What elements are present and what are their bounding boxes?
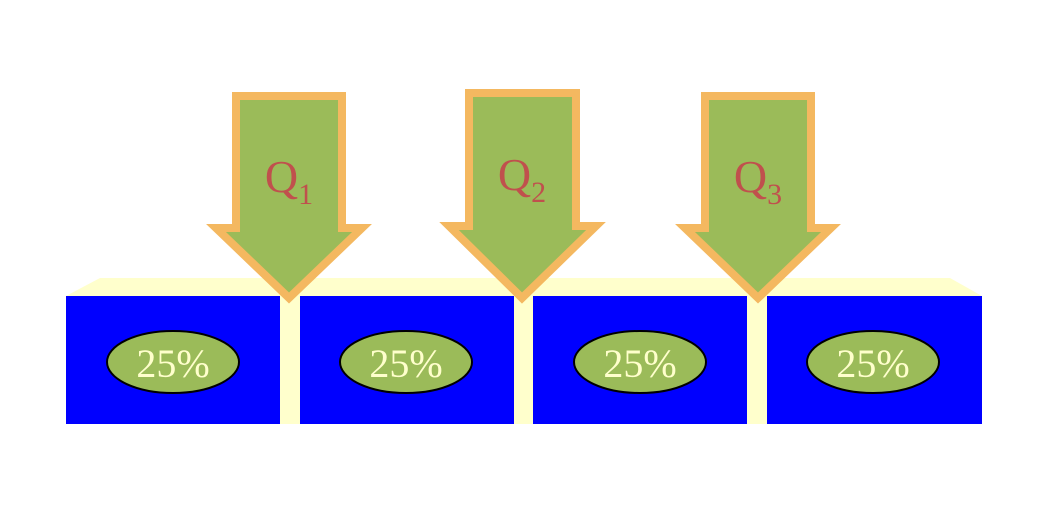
quartile-letter: Q bbox=[734, 151, 767, 202]
segment-ellipse bbox=[339, 330, 473, 394]
segment-percent-label: 25% bbox=[603, 341, 676, 386]
quartile-subscript: 2 bbox=[531, 176, 546, 209]
quartile-subscript: 3 bbox=[767, 178, 782, 211]
segment-ellipse bbox=[806, 330, 940, 394]
down-arrow-icon bbox=[675, 92, 841, 304]
segment-1: 25% bbox=[66, 296, 280, 424]
quartile-arrow-q3: Q3 bbox=[675, 92, 841, 304]
segment-percent-label: 25% bbox=[136, 341, 209, 386]
segment-percent-label: 25% bbox=[836, 341, 909, 386]
segment-4: 25% bbox=[767, 296, 982, 424]
segment-percent-label: 25% bbox=[369, 341, 442, 386]
quartile-arrow-q2: Q2 bbox=[439, 89, 606, 304]
quartile-subscript: 1 bbox=[298, 178, 313, 211]
quartile-label: Q2 bbox=[498, 149, 546, 209]
quartile-arrow-q1: Q1 bbox=[206, 92, 372, 304]
quartile-label: Q1 bbox=[265, 151, 313, 211]
segment-ellipse bbox=[573, 330, 707, 394]
segment-3: 25% bbox=[533, 296, 747, 424]
down-arrow-icon bbox=[206, 92, 372, 304]
segment-2: 25% bbox=[300, 296, 514, 424]
segment-ellipse bbox=[106, 330, 240, 394]
quartile-letter: Q bbox=[265, 151, 298, 202]
quartile-letter: Q bbox=[498, 149, 531, 200]
quartile-label: Q3 bbox=[734, 151, 782, 211]
down-arrow-icon bbox=[439, 89, 606, 304]
